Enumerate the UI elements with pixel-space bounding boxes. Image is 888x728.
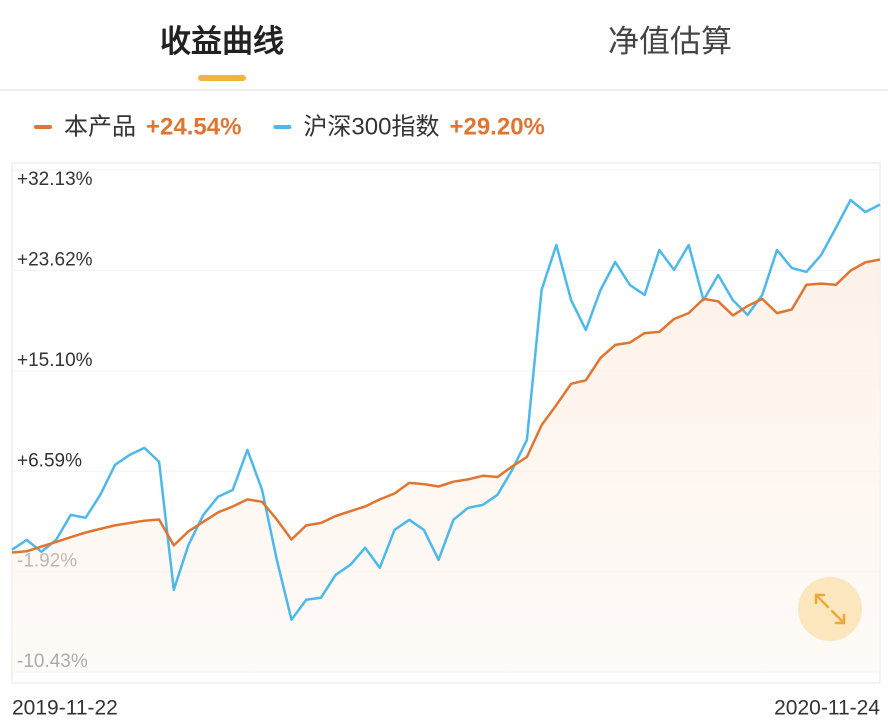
x-tick-label: 2019-11-22 bbox=[12, 697, 118, 720]
expand-circle[interactable] bbox=[798, 577, 862, 641]
legend-value: +29.20% bbox=[449, 113, 544, 140]
expand-icon[interactable] bbox=[814, 593, 846, 625]
series-line bbox=[11, 258, 881, 554]
tab-active[interactable]: 收益曲线 bbox=[160, 24, 284, 59]
y-tick-label: +6.59% bbox=[17, 450, 82, 471]
x-tick-label: 2020-11-24 bbox=[774, 697, 880, 720]
tab-indicator bbox=[198, 75, 246, 81]
expand-button[interactable] bbox=[798, 577, 862, 641]
legend-name: 本产品 bbox=[64, 113, 136, 140]
tab[interactable]: 净值估算 bbox=[608, 24, 732, 59]
y-tick-label: +32.13% bbox=[17, 169, 93, 190]
legend-name: 沪深300指数 bbox=[303, 113, 439, 140]
area-fill bbox=[12, 259, 880, 672]
series-line bbox=[11, 198, 881, 621]
chart: 本产品 +24.54% 沪深300指数 +29.20% +32.13% +23.62% +1… bbox=[11, 113, 881, 720]
y-tick-label: +15.10% bbox=[17, 350, 93, 371]
y-tick-label: +23.62% bbox=[17, 249, 93, 270]
legend-value: +24.54% bbox=[146, 113, 241, 140]
